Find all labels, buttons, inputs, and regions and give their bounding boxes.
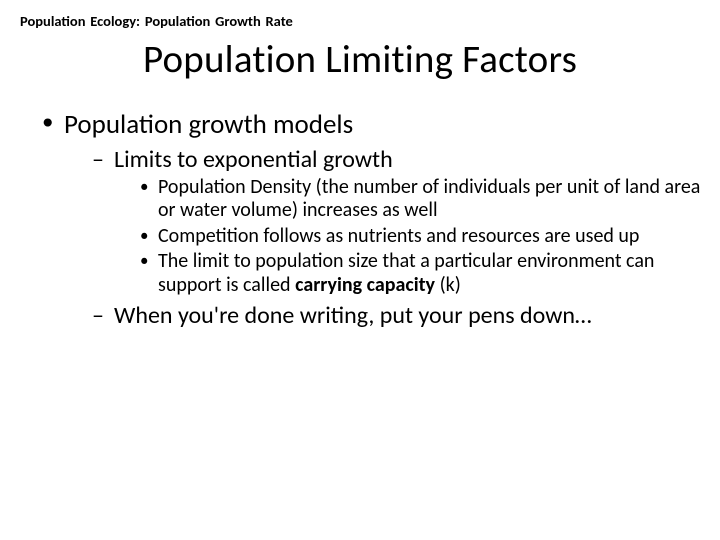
bullet-lvl2-item: Limits to exponential growth Population … [92, 146, 702, 298]
highlighted-term: Population Density [158, 175, 316, 199]
slide-title: Population Limiting Factors [18, 36, 702, 83]
bullet-lvl1-item: Population growth models Limits to expon… [42, 109, 702, 329]
bullet-lvl3-item: Population Density (the number of indivi… [140, 176, 702, 223]
highlight-box [112, 360, 234, 386]
bullet-text: (k) [440, 273, 461, 297]
bullet-lvl2-item: When you're done writing, put your pens … [92, 302, 702, 330]
bullet-lvl3-item: Competition follows as nutrients and res… [140, 225, 702, 249]
slide: Population Ecology: Population Growth Ra… [0, 0, 720, 540]
slide-header: Population Ecology: Population Growth Ra… [20, 12, 702, 30]
bullet-lvl3-item: The limit to population size that a part… [140, 250, 702, 297]
bullet-text: re done writing, put your pens down… [219, 301, 591, 330]
bullet-list-lvl1: Population growth models Limits to expon… [42, 109, 702, 329]
bullet-text: When you [114, 301, 214, 330]
highlight-box [389, 336, 571, 359]
bullet-text: Population growth models [64, 108, 353, 141]
bullet-text: Limits to exponential growth [114, 145, 393, 174]
bullet-text: follows as nutrients and resources are u… [263, 224, 639, 248]
highlighted-term: Competition [158, 224, 263, 248]
bullet-list-lvl2: Limits to exponential growth Population … [92, 146, 702, 329]
bullet-list-lvl3: Population Density (the number of indivi… [140, 176, 702, 298]
bold-term: carrying capacity [295, 273, 440, 297]
